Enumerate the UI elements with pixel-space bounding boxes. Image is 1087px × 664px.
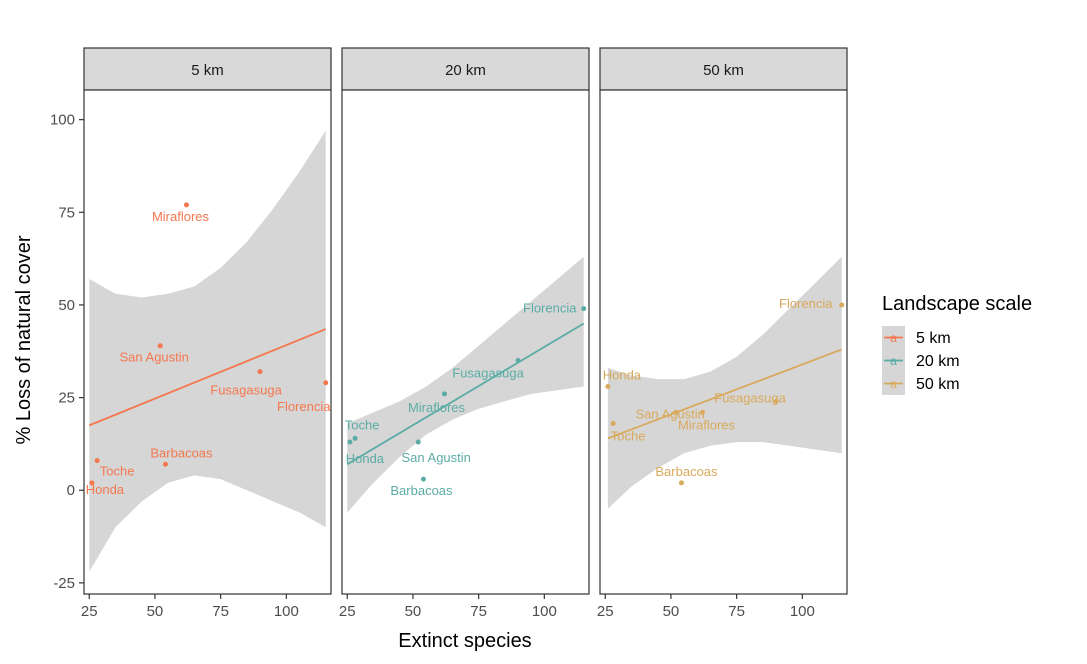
legend-label: 50 km <box>916 376 960 393</box>
point-label: Barbacoas <box>150 445 213 460</box>
x-tick-label: 100 <box>790 603 815 620</box>
fit-line <box>88 328 327 427</box>
y-axis: -25 0 25 50 75 100 <box>50 112 84 592</box>
panel-border <box>341 89 590 595</box>
x-tick-label: 75 <box>212 603 229 620</box>
data-point <box>773 398 779 404</box>
legend-key-glyph: a <box>890 331 897 345</box>
data-point <box>257 369 263 375</box>
strip-background <box>83 47 332 91</box>
fit-line <box>346 322 585 466</box>
point-label: Honda <box>86 482 125 497</box>
point-label: Toche <box>345 417 380 432</box>
data-point <box>581 306 587 312</box>
data-point <box>441 391 447 397</box>
point-label: Barbacoas <box>655 464 718 479</box>
point-label: San Agustin <box>120 350 189 365</box>
point-label: Miraflores <box>678 417 736 432</box>
x-tick-label: 50 <box>663 603 680 620</box>
data-point <box>183 202 189 208</box>
data-point <box>673 409 679 415</box>
point-label: San Agustin <box>402 450 471 465</box>
x-tick-label: 25 <box>81 603 98 620</box>
legend: Landscape scale a 5 km a 20 km a 50 km <box>882 293 1032 395</box>
legend-key-glyph: a <box>890 354 897 368</box>
legend-label: 5 km <box>916 330 951 347</box>
data-point <box>610 421 616 427</box>
point-label: Florencia <box>779 296 833 311</box>
legend-item-50-km: a 50 km <box>882 372 960 395</box>
x-tick-label: 25 <box>339 603 356 620</box>
confidence-band <box>89 130 326 572</box>
data-point <box>323 380 329 386</box>
strip-label: 50 km <box>703 62 744 79</box>
y-tick-label: 25 <box>58 390 75 407</box>
data-point <box>699 409 705 415</box>
strip-label: 5 km <box>191 62 224 79</box>
panel-border <box>83 89 332 595</box>
confidence-band <box>607 256 842 509</box>
x-axis-title: Extinct species <box>398 630 531 652</box>
data-point <box>162 461 168 467</box>
x-tick-label: 25 <box>597 603 614 620</box>
x-tick-label: 50 <box>405 603 422 620</box>
x-tick-label: 100 <box>274 603 299 620</box>
point-label: Fusagasuga <box>210 383 282 398</box>
facet-panel-20-km: 20 km Florencia Fusagasuga Miraflores Toche H… <box>339 47 590 620</box>
data-point <box>157 343 163 349</box>
point-label: Toche <box>100 464 135 479</box>
point-label: Fusagasuga <box>452 366 524 381</box>
point-label: Miraflores <box>152 209 210 224</box>
point-label: Fusagasuga <box>714 390 786 405</box>
x-tick-label: 75 <box>728 603 745 620</box>
y-axis-title: % Loss of natural cover <box>13 235 35 444</box>
strip-background <box>341 47 590 91</box>
data-point <box>515 358 521 364</box>
legend-key-glyph: a <box>890 377 897 391</box>
fit-line <box>607 348 843 440</box>
data-point <box>347 439 353 445</box>
point-label: Toche <box>611 429 646 444</box>
y-tick-label: 100 <box>50 112 75 129</box>
facet-panel-50-km: 50 km Florencia Honda San Agustin Fusagasuga… <box>597 47 848 620</box>
data-point <box>94 458 100 464</box>
x-tick-label: 50 <box>147 603 164 620</box>
legend-title: Landscape scale <box>882 293 1032 315</box>
panel-border <box>599 89 848 595</box>
point-label: Florencia <box>277 399 331 414</box>
point-label: Honda <box>346 451 385 466</box>
x-tick-label: 75 <box>470 603 487 620</box>
point-label: Barbacoas <box>390 483 453 498</box>
y-tick-label: -25 <box>53 575 75 592</box>
data-point <box>415 439 421 445</box>
point-label: Florencia <box>523 301 577 316</box>
strip-background <box>599 47 848 91</box>
y-tick-label: 75 <box>58 204 75 221</box>
data-point <box>839 302 845 308</box>
y-tick-label: 50 <box>58 297 75 314</box>
x-tick-label: 100 <box>532 603 557 620</box>
data-point <box>89 480 95 486</box>
strip-label: 20 km <box>445 62 486 79</box>
legend-label: 20 km <box>916 353 960 370</box>
point-label: Honda <box>603 367 642 382</box>
legend-item-20-km: a 20 km <box>882 349 960 372</box>
data-point <box>605 383 611 389</box>
legend-item-5-km: a 5 km <box>882 326 951 349</box>
confidence-band <box>347 256 584 513</box>
data-point <box>678 480 684 486</box>
point-label: Miraflores <box>408 400 466 415</box>
legend-keys: a 5 km a 20 km a 50 km <box>882 326 960 395</box>
point-label: San Agustin <box>636 406 705 421</box>
data-point <box>352 435 358 441</box>
data-point <box>420 476 426 482</box>
y-tick-label: 0 <box>67 482 75 499</box>
facet-panel-5-km: 5 km Miraflores San Agustin FusagasugaFlore… <box>81 47 332 620</box>
